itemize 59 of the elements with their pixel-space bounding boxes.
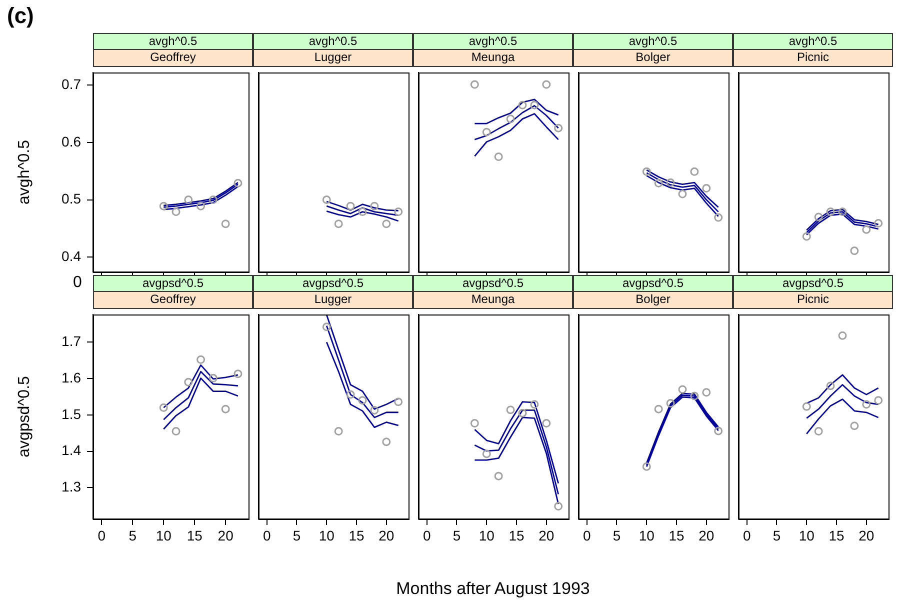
y-axis-title: avgh^0.5 [16,140,34,204]
chart-title: avgpsd^0.5 [413,275,573,292]
chart-subtitle: Geoffrey [93,49,253,67]
chart-subtitle: Meunga [413,291,573,309]
x-tick-label: 15 [186,527,203,544]
x-tick-label: 0 [262,527,271,544]
x-tick-label: 10 [638,527,655,544]
chart-title: avgpsd^0.5 [733,275,893,292]
chart-title: avgpsd^0.5 [573,275,733,292]
x-tick-label: 0 [582,527,591,544]
x-axis-title: Months after August 1993 [395,579,591,599]
x-tick-label: 20 [218,527,234,544]
x-tick-label: 10 [156,527,172,544]
text: 0 [73,274,82,292]
chart-title: avgh^0.5 [413,33,573,50]
x-tick-label: 5 [128,527,137,544]
y-tick-label: 0.5 [62,190,82,207]
y-tick-label: 1.3 [62,478,82,495]
y-tick-label: 0.6 [62,133,82,150]
x-tick-label: 15 [348,527,365,544]
y-tick-label: 1.4 [62,442,82,458]
x-tick-label: 0 [98,527,106,544]
chart-title: avgh^0.5 [733,33,893,50]
x-tick-label: 20 [858,527,874,544]
chart-subtitle: Bolger [573,49,733,67]
x-tick-label: 5 [452,527,461,544]
x-tick-label: 5 [292,527,301,544]
x-tick-label: 5 [612,527,621,544]
y-tick-label: 1.7 [62,333,82,350]
chart-subtitle: Lugger [253,291,413,309]
x-tick-label: 10 [478,527,495,544]
x-tick-label: 15 [508,527,525,544]
text: (c) [7,3,34,29]
y-axis-title: avgpsd^0.5 [16,376,34,458]
chart-title: avgpsd^0.5 [253,275,413,292]
chart-subtitle: Meunga [413,49,573,67]
chart-subtitle: Picnic [733,49,893,67]
chart-subtitle: Geoffrey [93,291,253,309]
x-tick-label: 15 [668,527,685,544]
x-tick-label: 15 [828,527,845,544]
chart-title: avgh^0.5 [253,33,413,50]
x-tick-label: 20 [698,527,714,544]
x-tick-label: 10 [318,527,335,544]
chart-subtitle: Lugger [253,49,413,67]
y-tick-label: 0.4 [62,248,82,264]
chart-subtitle: Picnic [733,291,893,309]
x-tick-label: 5 [772,527,781,544]
chart-title: avgh^0.5 [573,33,733,50]
chart-title: avgpsd^0.5 [93,275,253,292]
x-tick-label: 0 [742,527,751,544]
x-tick-label: 10 [798,527,815,544]
x-tick-label: 20 [378,527,394,544]
y-tick-label: 0.7 [62,76,82,92]
x-tick-label: 20 [538,527,554,544]
y-tick-label: 1.5 [62,406,82,422]
chart-subtitle: Bolger [573,291,733,309]
y-tick-label: 1.6 [62,369,82,386]
x-tick-label: 0 [422,527,431,544]
chart-title: avgh^0.5 [93,33,253,50]
